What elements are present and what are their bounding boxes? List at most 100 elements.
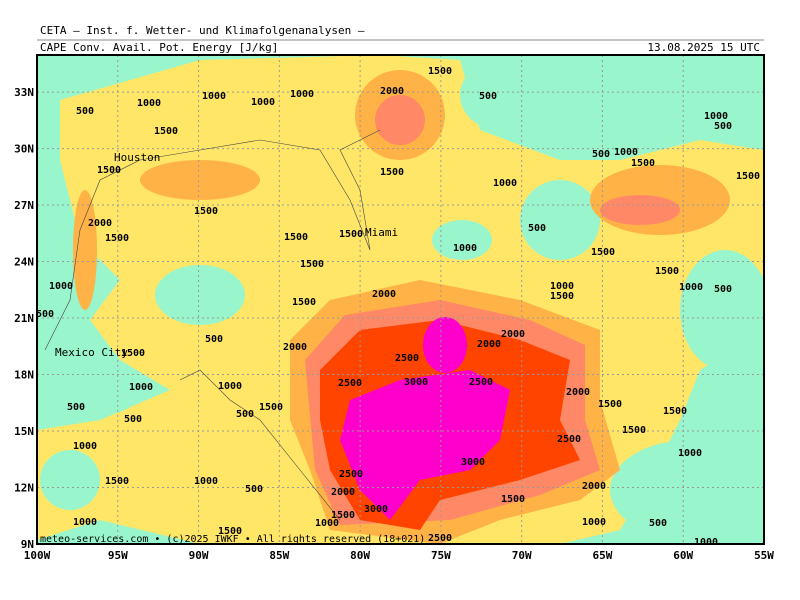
contour-label: 500 <box>479 91 497 102</box>
field-title: CAPE Conv. Avail. Pot. Energy [J/kg] <box>40 41 278 54</box>
y-axis-label: 24N <box>14 256 34 269</box>
coastline <box>44 129 381 521</box>
contour-label: 1500 <box>380 167 404 178</box>
contour-label: 2500 <box>339 469 363 480</box>
contour-label: 500 <box>245 484 263 495</box>
contour-label: 3000 <box>364 504 388 515</box>
x-axis-label: 75W <box>431 549 451 562</box>
city-label: Miami <box>365 226 398 239</box>
contour-label: 2000 <box>372 289 396 300</box>
contour-label: 1500 <box>622 425 646 436</box>
contour-label: 1000 <box>678 448 702 459</box>
contour-label: 2500 <box>557 434 581 445</box>
contour-label: 1500 <box>591 247 615 258</box>
plot-frame <box>36 54 765 545</box>
contour-label: 1500 <box>655 266 679 277</box>
x-axis-label: 60W <box>673 549 693 562</box>
contour-label: 1000 <box>493 178 517 189</box>
field-3000 <box>340 370 510 520</box>
contour-label: 1500 <box>105 233 129 244</box>
contour-label: 2000 <box>566 387 590 398</box>
contour-label: 1500 <box>598 399 622 410</box>
contour-label: 1000 <box>73 517 97 528</box>
y-axis-label: 12N <box>14 482 34 495</box>
contour-label: 1000 <box>73 441 97 452</box>
contour-label: 1500 <box>97 165 121 176</box>
contour-label: 500 <box>714 284 732 295</box>
contour-label: 2000 <box>283 342 307 353</box>
contour-label: 2500 <box>395 353 419 364</box>
contour-label: 1000 <box>315 518 339 529</box>
contour-label: 2000 <box>88 218 112 229</box>
low-patches <box>40 60 764 540</box>
x-axis-label: 100W <box>24 549 51 562</box>
city-label: Houston <box>114 151 160 164</box>
contour-label: 500 <box>528 223 546 234</box>
contour-label: 2000 <box>331 487 355 498</box>
contour-label: 2500 <box>469 377 493 388</box>
contour-label: 1500 <box>154 126 178 137</box>
contour-label: 2000 <box>582 481 606 492</box>
y-axis-label: 9N <box>21 538 34 551</box>
graticule <box>37 55 764 544</box>
contour-label: 1000 <box>290 89 314 100</box>
contour-label: 500 <box>124 414 142 425</box>
y-axis-label: 21N <box>14 312 34 325</box>
contour-label: 1000 <box>694 537 718 548</box>
contour-label: 1500 <box>331 510 355 521</box>
contour-label: 1500 <box>339 229 363 240</box>
contour-label: 1500 <box>292 297 316 308</box>
contour-label: 2000 <box>501 329 525 340</box>
contour-label: 2000 <box>380 86 404 97</box>
contour-label: 1000 <box>704 111 728 122</box>
contour-label: 3000 <box>461 457 485 468</box>
contour-label: 1500 <box>300 259 324 270</box>
contour-label: 1500 <box>663 406 687 417</box>
contour-label: 500 <box>714 121 732 132</box>
contour-label: 1000 <box>202 91 226 102</box>
contour-label: 500 <box>592 149 610 160</box>
contour-label: 500 <box>649 518 667 529</box>
contour-label: 2500 <box>428 533 452 544</box>
contour-label: 1500 <box>259 402 283 413</box>
contour-label: 1500 <box>550 291 574 302</box>
contour-label: 1000 <box>453 243 477 254</box>
contour-label: 1000 <box>49 281 73 292</box>
contour-label: 2000 <box>477 339 501 350</box>
source-title: CETA – Inst. f. Wetter- und Klimafolgena… <box>40 24 365 37</box>
x-axis-label: 70W <box>512 549 532 562</box>
contour-label: 500 <box>36 309 54 320</box>
contour-label: 1500 <box>121 348 145 359</box>
map-area <box>37 55 764 544</box>
contour-label: 1000 <box>129 382 153 393</box>
contour-label: 1000 <box>679 282 703 293</box>
valid-time: 13.08.2025 15 UTC <box>647 41 760 54</box>
contour-label: 1000 <box>194 476 218 487</box>
contour-label: 500 <box>205 334 223 345</box>
contour-label: 1500 <box>218 526 242 537</box>
contour-label: 500 <box>67 402 85 413</box>
contour-label: 1500 <box>501 494 525 505</box>
copyright-footer: meteo-services.com • (c)2025 IWKF • All … <box>40 534 425 545</box>
contour-label: 500 <box>76 106 94 117</box>
contour-label: 3000 <box>404 377 428 388</box>
city-label: Mexico City <box>55 346 128 359</box>
contour-label: 1000 <box>582 517 606 528</box>
contour-label: 1000 <box>550 281 574 292</box>
y-axis-label: 15N <box>14 425 34 438</box>
contour-label: 500 <box>236 409 254 420</box>
contour-label: 1000 <box>614 147 638 158</box>
contour-label: 1500 <box>631 158 655 169</box>
contour-label: 1500 <box>194 206 218 217</box>
field-3000-patch <box>423 317 467 373</box>
contour-label: 1500 <box>736 171 760 182</box>
y-axis-label: 30N <box>14 143 34 156</box>
contour-label: 1000 <box>251 97 275 108</box>
contour-label: 1500 <box>428 66 452 77</box>
x-axis-label: 90W <box>189 549 209 562</box>
x-axis-label: 55W <box>754 549 774 562</box>
x-axis-label: 80W <box>350 549 370 562</box>
x-axis-label: 85W <box>269 549 289 562</box>
x-axis-label: 95W <box>108 549 128 562</box>
